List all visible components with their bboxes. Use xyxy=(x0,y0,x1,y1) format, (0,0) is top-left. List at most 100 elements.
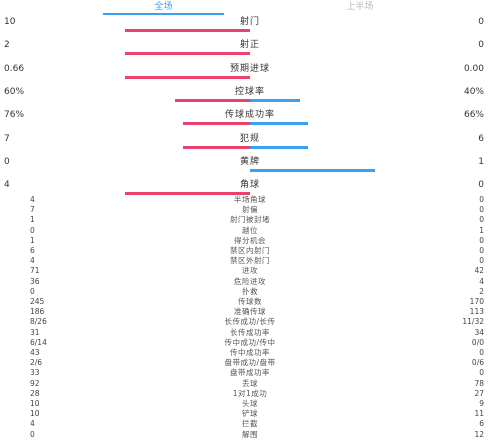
away-value: 34 xyxy=(474,327,484,337)
home-share-bar xyxy=(175,98,250,102)
detail-stat-row: 36 危险进攻 4 xyxy=(0,276,500,287)
away-value: 0 xyxy=(479,348,484,357)
away-value: 0 xyxy=(479,195,484,204)
home-value: 92 xyxy=(30,378,40,388)
away-value: 0 xyxy=(478,17,484,27)
stat-label: 控球率 xyxy=(234,86,265,97)
detail-stat-row: 4 禁区外射门 0 xyxy=(0,255,500,266)
home-value: 4 xyxy=(4,180,10,191)
home-value: 245 xyxy=(30,297,45,306)
home-share-bar xyxy=(125,75,250,79)
away-value: 27 xyxy=(474,388,484,398)
detail-stat-row: 6 禁区内射门 0 xyxy=(0,245,500,256)
stat-label: 传中成功率 xyxy=(230,348,270,357)
away-value: 6 xyxy=(479,419,484,429)
home-value: 0 xyxy=(4,156,10,167)
stat-label: 传球数 xyxy=(238,297,262,306)
away-value: 0 xyxy=(479,368,484,378)
home-value: 0.66 xyxy=(4,63,25,74)
stat-label: 得分机会 xyxy=(234,235,266,245)
home-value: 28 xyxy=(30,388,40,398)
away-value: 0 xyxy=(479,215,484,225)
stat-label: 预期进球 xyxy=(229,63,270,74)
detail-stat-row: 2/6 盘带成功/盘带 0/6 xyxy=(0,357,500,368)
away-share-bar xyxy=(250,145,308,149)
away-value: 0 xyxy=(478,180,484,191)
away-value: 40% xyxy=(463,86,484,97)
stat-label: 1对1成功 xyxy=(232,388,268,398)
away-value: 11/32 xyxy=(462,317,484,327)
home-value: 6 xyxy=(30,246,35,255)
detail-stat-row: 4 半场角球 0 xyxy=(0,194,500,205)
stat-label: 黄牌 xyxy=(239,156,260,167)
away-value: 1 xyxy=(478,156,484,167)
stat-label: 犯规 xyxy=(239,133,260,144)
home-value: 10 xyxy=(30,409,40,419)
away-value: 113 xyxy=(469,307,484,317)
away-value: 78 xyxy=(474,378,484,388)
stat-label: 长传成功率 xyxy=(230,327,270,337)
away-value: 11 xyxy=(474,409,484,419)
detail-stat-row: 1 射门被封堵 0 xyxy=(0,214,500,225)
stat-label: 角球 xyxy=(239,180,260,191)
home-value: 6/14 xyxy=(30,337,47,347)
away-share-bar xyxy=(250,98,300,102)
away-value: 12 xyxy=(474,429,484,439)
stat-label: 射门被封堵 xyxy=(230,215,270,225)
stat-label: 拦截 xyxy=(242,419,258,429)
away-value: 0.00 xyxy=(463,63,484,74)
main-stat-row: 2 射正 0 xyxy=(0,37,500,60)
main-stat-row: 10 射门 0 xyxy=(0,14,500,37)
home-value: 186 xyxy=(30,307,45,317)
home-value: 4 xyxy=(30,256,35,266)
home-value: 0 xyxy=(30,429,35,439)
detail-stat-row: 71 进攻 42 xyxy=(0,265,500,276)
main-stat-row: 76% 传球成功率 66% xyxy=(0,107,500,130)
detail-stat-row: 0 解围 12 xyxy=(0,429,500,440)
detail-stat-row: 0 越位 1 xyxy=(0,225,500,236)
detail-stat-row: 1 得分机会 0 xyxy=(0,235,500,246)
stat-label: 头球 xyxy=(242,399,258,408)
home-value: 4 xyxy=(30,195,35,204)
detail-stat-row: 245 传球数 170 xyxy=(0,296,500,307)
period-tabs: 全场 上半场 xyxy=(0,0,500,15)
stat-label: 丢球 xyxy=(242,378,258,388)
detail-stat-row: 4 拦截 6 xyxy=(0,418,500,429)
home-value: 0 xyxy=(30,225,35,235)
away-value: 0 xyxy=(478,40,484,51)
stat-label: 准确传球 xyxy=(234,307,266,317)
home-value: 7 xyxy=(30,205,35,215)
away-value: 0 xyxy=(479,235,484,245)
stat-label: 解围 xyxy=(242,429,258,439)
detail-stat-row: 92 丢球 78 xyxy=(0,378,500,389)
home-value: 43 xyxy=(30,348,40,357)
detail-stat-row: 186 准确传球 113 xyxy=(0,306,500,317)
home-share-bar xyxy=(183,122,250,126)
detail-stat-row: 8/26 长传成功/长传 11/32 xyxy=(0,316,500,327)
away-value: 9 xyxy=(479,399,484,408)
stat-label: 射正 xyxy=(239,40,260,51)
stat-label: 长传成功/长传 xyxy=(224,317,276,327)
stat-label: 扑救 xyxy=(242,286,258,296)
stat-label: 盘带成功/盘带 xyxy=(224,358,276,368)
stat-label: 射偏 xyxy=(242,205,258,215)
away-value: 0/0 xyxy=(471,337,484,347)
home-value: 2/6 xyxy=(30,358,43,368)
home-share-bar xyxy=(125,52,250,56)
tab-first-half[interactable]: 上半场 xyxy=(346,2,374,12)
stat-label: 禁区外射门 xyxy=(230,256,270,266)
away-value: 0 xyxy=(479,246,484,255)
home-value: 1 xyxy=(30,215,35,225)
detail-stat-row: 6/14 传中成功/传中 0/0 xyxy=(0,337,500,348)
home-value: 1 xyxy=(30,235,35,245)
stat-label: 越位 xyxy=(242,225,258,235)
stat-label: 危险进攻 xyxy=(234,276,266,286)
home-value: 8/26 xyxy=(30,317,47,327)
home-value: 10 xyxy=(30,399,40,408)
home-value: 36 xyxy=(30,276,40,286)
home-value: 7 xyxy=(4,133,10,144)
home-value: 4 xyxy=(30,419,35,429)
tab-full-match[interactable]: 全场 xyxy=(103,0,224,15)
stat-label: 进攻 xyxy=(242,266,258,276)
stat-label: 传球成功率 xyxy=(224,110,275,121)
